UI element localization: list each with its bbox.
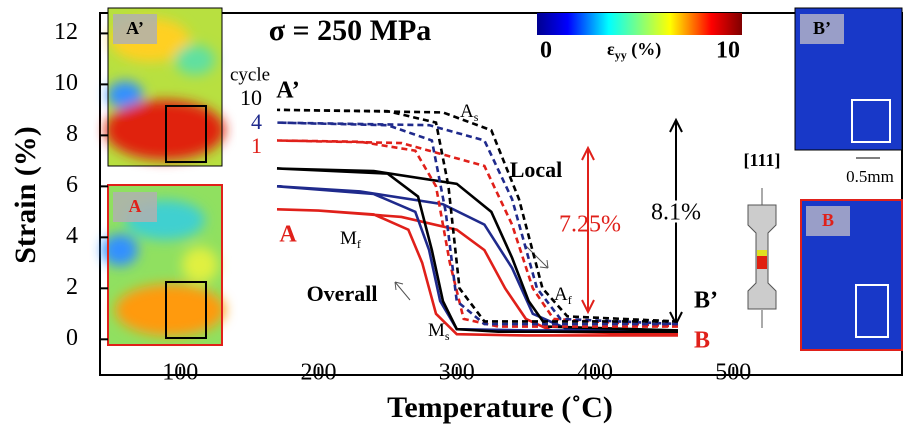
annotation: Overall [307,281,378,306]
inset-a-prime: A’ [105,7,225,167]
annotation: Ms [428,320,450,342]
plot-frame [99,12,903,376]
inset-label: B’ [813,18,831,38]
annotation: B’ [694,288,718,314]
x-tick-label: 100 [162,360,198,386]
y-tick-label: 12 [54,19,78,45]
x-tick-label: 400 [577,360,613,386]
annotation: B [694,328,710,354]
legend-title: cycle [230,64,270,85]
x-tick-label: 500 [715,360,751,386]
series-line [276,139,679,328]
x-tick-label: 300 [439,360,475,386]
chart-title: σ = 250 MPa [269,14,432,47]
colorbar-tick: 0 [540,38,552,64]
legend-entry: 4 [251,109,262,134]
y-tick-label: 6 [66,172,78,198]
annotation: 7.25% [559,212,621,238]
annotation: 8.1% [651,200,701,226]
inset-b: B [800,199,903,351]
series-line [276,185,679,332]
inset-b-prime: B’ [794,7,903,151]
y-tick-label: 4 [66,223,78,249]
inset-a: A [102,184,225,346]
annotation: A’ [276,78,300,104]
annotation: Mf [340,228,361,250]
inset-label: A’ [126,18,144,38]
annotation: Af [554,284,572,306]
annotation: As [460,101,479,123]
annotation-halo: 8.1% [651,200,701,226]
series-line [276,167,679,333]
annotation: Local [510,157,563,182]
annotation: A [279,222,297,248]
legend-entry: 1 [251,133,262,158]
inset-label: A [129,196,142,216]
colorbar [537,13,742,35]
specimen [747,188,777,328]
colorbar-label: εyy (%) [607,39,661,62]
y-tick-label: 2 [66,274,78,300]
x-axis-label: Temperature (˚C) [387,391,613,424]
series-line [276,108,679,323]
y-tick-label: 8 [66,121,78,147]
y-tick-label: 10 [54,70,78,96]
inset-label: B [822,210,834,230]
y-axis-label: Strain (%) [9,126,42,264]
colorbar-tick: 10 [716,38,740,64]
x-tick-label: 200 [300,360,336,386]
orientation-label: [111] [743,150,780,170]
arrows [394,117,683,327]
legend-entry: 10 [240,85,262,110]
scale-label: 0.5mm [846,167,894,186]
y-tick-label: 0 [66,325,78,351]
